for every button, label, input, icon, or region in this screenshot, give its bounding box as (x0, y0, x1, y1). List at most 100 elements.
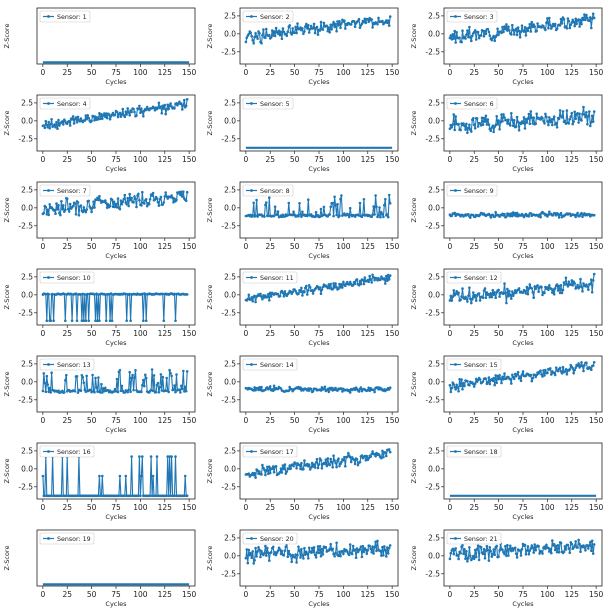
data-point (388, 544, 392, 547)
data-point (312, 546, 316, 549)
data-point (362, 282, 366, 286)
legend-marker (250, 450, 253, 453)
data-point (487, 30, 491, 34)
data-point (495, 115, 499, 118)
data-point (159, 373, 163, 376)
x-tick-label: 0 (243, 155, 248, 164)
x-tick-label: 150 (589, 329, 604, 338)
data-point (322, 21, 326, 25)
data-point (90, 210, 93, 214)
data-point (370, 215, 374, 219)
data-point (265, 469, 268, 473)
data-point (104, 319, 108, 323)
data-point (326, 457, 330, 460)
y-tick-label: 0.0 (224, 552, 236, 561)
data-point (253, 294, 256, 298)
x-tick-label: 75 (111, 242, 121, 251)
data-point (331, 466, 335, 469)
data-point (321, 553, 325, 556)
data-point (326, 286, 330, 290)
data-point (367, 386, 371, 390)
data-point (548, 16, 551, 20)
data-point (505, 118, 508, 122)
y-tick-label: 2.5 (224, 273, 236, 282)
x-tick-label: 50 (87, 416, 97, 425)
data-point (316, 33, 320, 36)
data-point (518, 36, 522, 39)
x-tick-label: 150 (385, 590, 400, 599)
data-point (387, 193, 391, 197)
data-point (84, 114, 88, 117)
y-tick-label: 2.5 (224, 186, 236, 195)
data-point (560, 22, 564, 25)
data-point (532, 551, 535, 554)
x-tick-label: 0 (447, 155, 452, 164)
x-tick-label: 25 (469, 503, 479, 512)
data-point (335, 286, 338, 289)
data-point (43, 494, 47, 498)
data-point (164, 389, 167, 393)
data-point (469, 36, 472, 39)
data-point (543, 374, 546, 377)
data-point (495, 381, 499, 385)
legend-box (39, 532, 95, 545)
data-point (255, 555, 258, 558)
x-tick-label: 125 (565, 242, 580, 251)
data-point (466, 131, 469, 135)
data-point (301, 210, 304, 214)
data-point (133, 376, 136, 379)
data-point (469, 216, 472, 219)
data-point (360, 215, 364, 219)
x-tick-label: 25 (62, 155, 72, 164)
data-point (67, 119, 71, 123)
x-axis-label: Cycles (512, 600, 534, 608)
x-axis-label: Cycles (308, 252, 330, 260)
data-point (150, 494, 154, 498)
data-point (263, 551, 266, 555)
data-point (332, 214, 335, 218)
data-point (459, 128, 462, 132)
y-tick-label: 2.5 (428, 12, 440, 21)
data-point (139, 111, 142, 115)
x-axis-label: Cycles (105, 165, 127, 173)
data-point (494, 296, 498, 300)
data-point (533, 373, 536, 377)
legend: Sensor: 7 (39, 184, 91, 197)
x-tick-label: 25 (265, 242, 275, 251)
data-point (378, 206, 381, 209)
data-point (179, 193, 182, 197)
data-point (488, 213, 492, 217)
data-point (451, 123, 455, 126)
legend-label: Sensor: 3 (464, 14, 494, 21)
data-point (545, 21, 548, 25)
data-point (268, 471, 272, 475)
data-point (484, 114, 488, 118)
data-point (478, 378, 482, 381)
data-point (270, 467, 274, 471)
data-point (449, 390, 453, 394)
x-tick-label: 100 (540, 590, 555, 599)
data-point (458, 378, 461, 381)
data-point (567, 547, 571, 550)
data-point (245, 548, 249, 551)
data-point (301, 554, 304, 557)
data-point (561, 110, 565, 113)
data-point (285, 470, 289, 473)
data-point (252, 562, 255, 565)
data-point (111, 205, 115, 208)
data-point (70, 319, 74, 323)
data-point (163, 195, 167, 198)
data-point (175, 198, 178, 202)
data-point (331, 547, 335, 551)
data-point (281, 464, 285, 467)
data-point (100, 113, 103, 116)
data-point (267, 551, 270, 555)
data-point (89, 388, 92, 392)
data-point (517, 129, 521, 132)
data-point (164, 112, 167, 116)
data-point (529, 30, 533, 33)
data-point (358, 460, 362, 464)
x-tick-label: 100 (133, 155, 148, 164)
y-tick-label: -2.5 (221, 47, 236, 56)
